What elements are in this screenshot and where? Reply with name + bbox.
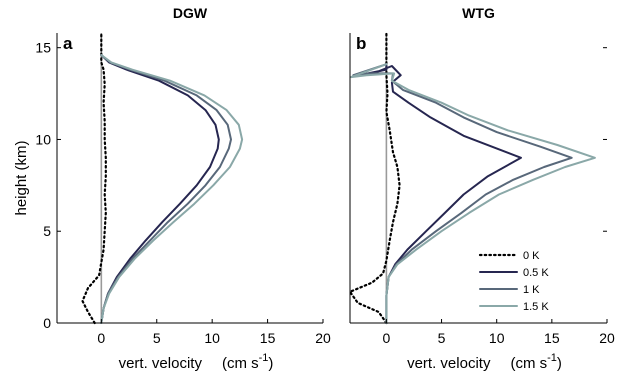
x-tick-label: 15 — [260, 330, 276, 346]
legend-label: 1 K — [523, 284, 540, 296]
y-tick-label: 5 — [43, 223, 51, 239]
y-tick-label: 15 — [35, 40, 51, 56]
x-tick-label: 5 — [438, 330, 446, 346]
x-tick-label: 0 — [97, 330, 105, 346]
x-axis-label-unit-exponent: -1 — [259, 352, 269, 364]
series-line-1-5-k — [350, 63, 596, 324]
legend: 0 K 0.5 K 1 K 1.5 K — [478, 250, 549, 313]
series-line-0-k — [81, 31, 107, 325]
y-tick-label: 0 — [43, 315, 51, 331]
x-axis-label-unit: (cm s — [222, 355, 259, 372]
x-tick-label: 20 — [315, 330, 331, 346]
x-tick-label: 10 — [489, 330, 505, 346]
x-axis-label-unit-close: ) — [557, 355, 562, 372]
panel-letter: b — [356, 34, 366, 53]
panel-title: WTG — [462, 5, 495, 21]
x-axis-label: vert. velocity (cm s-1) — [119, 352, 274, 372]
series-line-0-5-k — [357, 63, 522, 324]
series-line-1-5-k — [100, 54, 244, 324]
y-axis-label: height (km) — [13, 140, 30, 215]
x-axis-label-unit-exponent: -1 — [547, 352, 557, 364]
x-axis-label-unit: (cm s — [510, 355, 547, 372]
x-axis-label-text: vert. velocity — [119, 355, 203, 372]
series-line-1-k — [100, 54, 232, 324]
panel-b: 0 5 10 15 20 WTG b vert. velocity (cm s-1) — [348, 5, 615, 372]
x-axis-label-unit-close: ) — [268, 355, 273, 372]
x-tick-label: 20 — [599, 330, 615, 346]
panel-a: 0 5 10 15 20 0 5 10 15 DGW a vert. velocity (cm s-1)… — [13, 5, 331, 372]
panel-letter: a — [63, 34, 73, 53]
series-line-0-k — [348, 31, 401, 325]
x-tick-label: 15 — [544, 330, 560, 346]
legend-label: 0.5 K — [523, 267, 549, 279]
x-tick-label: 0 — [383, 330, 391, 346]
y-tick-label: 10 — [35, 131, 51, 147]
x-tick-label: 10 — [204, 330, 220, 346]
x-tick-label: 5 — [153, 330, 161, 346]
x-axis-label: vert. velocity (cm s-1) — [407, 352, 562, 372]
legend-label: 1.5 K — [523, 301, 549, 313]
panel-title: DGW — [173, 5, 208, 21]
x-axis-label-text: vert. velocity — [407, 355, 491, 372]
legend-label: 0 K — [523, 250, 540, 262]
series-line-0-5-k — [100, 54, 220, 324]
